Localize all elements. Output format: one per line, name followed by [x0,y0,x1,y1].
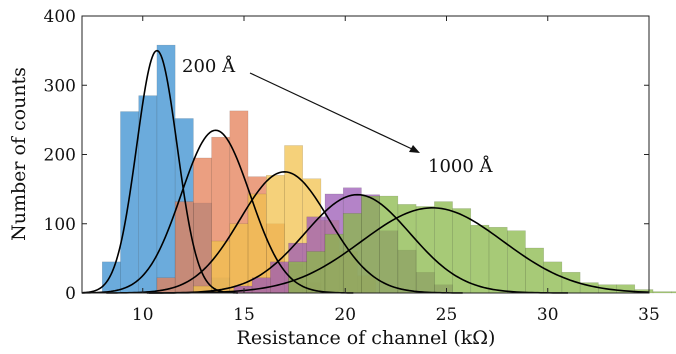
histogram-bar-s5-7 [397,204,417,294]
y-tick-label-3: 200 [44,146,76,166]
x-tick-label-1: 10 [132,305,154,325]
histogram-bar-s1-2 [120,111,139,294]
histogram-bar-s4-2 [251,277,271,294]
histogram-bars [102,44,676,294]
y-tick-label-1: 0 [65,284,76,304]
x-axis-label: Resistance of channel (kΩ) [237,327,496,349]
annotation-start-label: 200 Å [182,55,236,77]
y-axis-ticks: 0 100 200 300 400 [44,7,649,304]
histogram-bar-s5-21 [652,291,672,294]
histogram-bar-s5-9 [434,201,453,294]
histogram-bar-s5-22 [671,291,676,294]
histogram-bar-s5-15 [543,261,563,294]
histogram-bar-s1-3 [138,95,158,294]
fit-curve-5 [148,207,650,294]
trend-arrow-shaft [249,72,413,150]
y-tick-label-5: 400 [44,7,76,27]
fit-curve-2 [81,129,354,294]
fit-curve-3 [106,171,463,294]
fit-curve-4 [146,193,569,294]
histogram-bar-s5-13 [507,230,526,294]
histogram-bar-s5-2 [306,251,326,294]
histogram-bar-s1-1 [102,261,121,294]
y-axis-label: Number of counts [8,67,30,241]
fit-curve-1 [81,49,238,294]
x-axis-ticks: 10 15 20 25 30 35 [132,16,660,325]
gaussian-fit-curves [81,49,650,294]
histogram-bar-s5-10 [452,208,472,294]
x-tick-label-6: 35 [638,305,660,325]
annotation-end-label: 1000 Å [428,155,494,177]
histogram-bar-s5-14 [525,247,544,294]
histogram-bar-s5-11 [470,224,490,294]
y-tick-label-4: 300 [44,76,76,96]
x-tick-label-4: 25 [436,305,458,325]
x-tick-label-5: 30 [537,305,559,325]
histogram-bar-s1-4 [156,44,176,294]
y-tick-label-2: 100 [44,215,76,235]
trend-arrow-head [409,145,420,153]
x-tick-label-2: 15 [233,305,255,325]
x-tick-label-3: 20 [334,305,356,325]
